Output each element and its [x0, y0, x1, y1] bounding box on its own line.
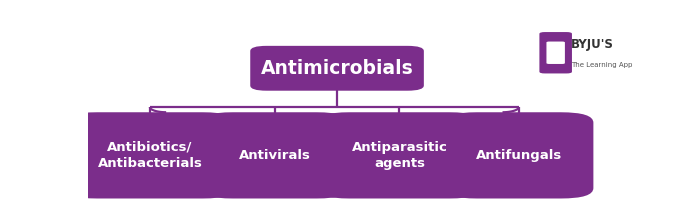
Text: Antibiotics/
Antibacterials: Antibiotics/ Antibacterials [97, 141, 202, 170]
Text: Antimicrobials: Antimicrobials [260, 59, 414, 78]
Text: Antivirals: Antivirals [239, 149, 311, 162]
FancyBboxPatch shape [540, 32, 572, 73]
Text: Antiparasitic
agents: Antiparasitic agents [351, 141, 447, 170]
FancyBboxPatch shape [547, 41, 565, 64]
Text: The Learning App: The Learning App [571, 62, 632, 68]
FancyBboxPatch shape [64, 112, 235, 198]
Text: Antifungals: Antifungals [476, 149, 562, 162]
FancyBboxPatch shape [444, 112, 594, 198]
Text: BYJU'S: BYJU'S [571, 38, 614, 51]
FancyBboxPatch shape [316, 112, 482, 198]
FancyBboxPatch shape [251, 46, 424, 91]
FancyBboxPatch shape [200, 112, 349, 198]
